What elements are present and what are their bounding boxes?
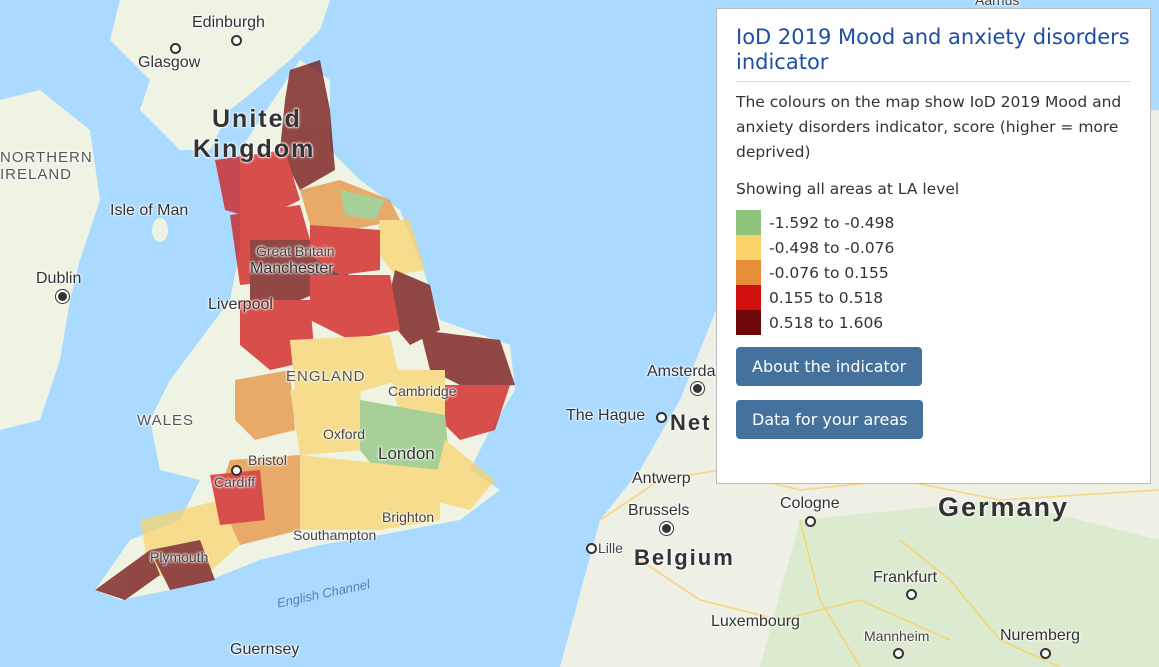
- legend-row: 0.155 to 0.518: [736, 285, 1131, 310]
- label-amsterdam: Amsterdam: [647, 363, 729, 380]
- legend-swatch: [736, 260, 761, 285]
- region-cornwall: [95, 550, 160, 600]
- label-luxembourg: Luxembourg: [711, 613, 800, 630]
- label-plymouth: Plymouth: [150, 549, 209, 565]
- legend-row: -0.498 to -0.076: [736, 235, 1131, 260]
- dot-cardiff: [231, 465, 242, 476]
- label-brighton: Brighton: [382, 509, 435, 525]
- dot-dublin: [56, 290, 69, 303]
- label-cardiff: Cardiff: [214, 474, 255, 490]
- dot-lille: [586, 543, 597, 554]
- panel-title: IoD 2019 Mood and anxiety disorders indi…: [736, 25, 1131, 82]
- region-yorkshire-green: [340, 190, 385, 220]
- ireland-land: [0, 90, 100, 430]
- legend-swatch: [736, 235, 761, 260]
- region-cumbria: [215, 150, 300, 220]
- legend-label: 0.518 to 1.606: [769, 313, 884, 332]
- legend-label: 0.155 to 0.518: [769, 288, 884, 307]
- label-antwerp: Antwerp: [632, 470, 691, 487]
- legend-row: -0.076 to 0.155: [736, 260, 1131, 285]
- region-east-riding: [375, 220, 425, 275]
- region-derby: [310, 275, 400, 340]
- label-bristol: Bristol: [248, 452, 287, 468]
- legend-swatch: [736, 210, 761, 235]
- data-for-your-areas-button[interactable]: Data for your areas: [736, 400, 924, 439]
- label-cambridge: Cambridge: [388, 383, 457, 399]
- label-dublin: Dublin: [36, 270, 82, 287]
- label-oxford: Oxford: [323, 426, 366, 442]
- dot-mannheim: [893, 648, 904, 659]
- scotland-land: [110, 0, 330, 150]
- region-plymouth: [150, 540, 215, 590]
- legend-row: -1.592 to -0.498: [736, 210, 1131, 235]
- info-panel: IoD 2019 Mood and anxiety disorders indi…: [716, 8, 1151, 484]
- label-united: United: [212, 105, 302, 133]
- label-brussels: Brussels: [628, 502, 690, 519]
- region-suffolk: [440, 385, 510, 440]
- legend-swatch: [736, 285, 761, 310]
- dot-brussels: [660, 522, 673, 535]
- region-cambs: [390, 370, 445, 420]
- label-the-hague: The Hague: [566, 407, 646, 424]
- region-west-yorks: [310, 225, 380, 275]
- label-nuremberg: Nuremberg: [1000, 627, 1081, 644]
- legend-label: -0.498 to -0.076: [769, 238, 895, 257]
- legend-swatch: [736, 310, 761, 335]
- label-cologne: Cologne: [780, 495, 840, 512]
- dot-cologne: [805, 516, 816, 527]
- region-home-counties: [360, 400, 450, 475]
- label-wales: WALES: [137, 412, 194, 429]
- dot-the-hague: [656, 412, 667, 423]
- legend: -1.592 to -0.498 -0.498 to -0.076 -0.076 t…: [736, 210, 1131, 335]
- panel-showing: Showing all areas at LA level: [736, 180, 960, 198]
- label-germany: Germany: [938, 492, 1070, 522]
- label-edinburgh: Edinburgh: [192, 14, 265, 31]
- label-great-britain: Great Britain: [256, 243, 335, 259]
- label-isle-of-man: Isle of Man: [110, 202, 189, 219]
- label-belgium: Belgium: [634, 545, 735, 570]
- legend-label: -1.592 to -0.498: [769, 213, 895, 232]
- label-netherlands: Net: [670, 410, 712, 435]
- label-england: ENGLAND: [286, 368, 366, 385]
- dot-amsterdam: [691, 382, 704, 395]
- panel-description: The colours on the map show IoD 2019 Moo…: [736, 93, 1122, 161]
- region-wales-border: [235, 370, 295, 440]
- label-lille: Lille: [598, 540, 623, 556]
- label-mannheim: Mannheim: [864, 628, 930, 644]
- label-manchester: Manchester: [250, 260, 334, 277]
- region-south: [300, 455, 440, 530]
- legend-row: 0.518 to 1.606: [736, 310, 1131, 335]
- label-ireland: IRELAND: [0, 166, 73, 183]
- region-kent: [430, 440, 495, 510]
- region-oxford: [290, 390, 365, 455]
- region-midlands: [290, 335, 400, 395]
- about-indicator-button[interactable]: About the indicator: [736, 347, 923, 386]
- label-liverpool: Liverpool: [208, 296, 273, 313]
- dot-edinburgh: [231, 35, 242, 46]
- choropleth-layer: [95, 60, 515, 600]
- label-northern: NORTHERN: [0, 149, 93, 166]
- label-kingdom: Kingdom: [193, 135, 316, 163]
- legend-label: -0.076 to 0.155: [769, 263, 889, 282]
- label-glasgow: Glasgow: [138, 54, 201, 71]
- label-aarhus: Aarhus: [975, 0, 1020, 8]
- dot-nuremberg: [1040, 648, 1051, 659]
- label-london: London: [378, 444, 435, 463]
- dot-frankfurt: [906, 589, 917, 600]
- dot-glasgow: [170, 43, 181, 54]
- region-somerset: [210, 470, 265, 525]
- label-frankfurt: Frankfurt: [873, 569, 938, 586]
- label-guernsey: Guernsey: [230, 641, 300, 658]
- region-north-east: [280, 60, 335, 190]
- label-southampton: Southampton: [293, 527, 377, 543]
